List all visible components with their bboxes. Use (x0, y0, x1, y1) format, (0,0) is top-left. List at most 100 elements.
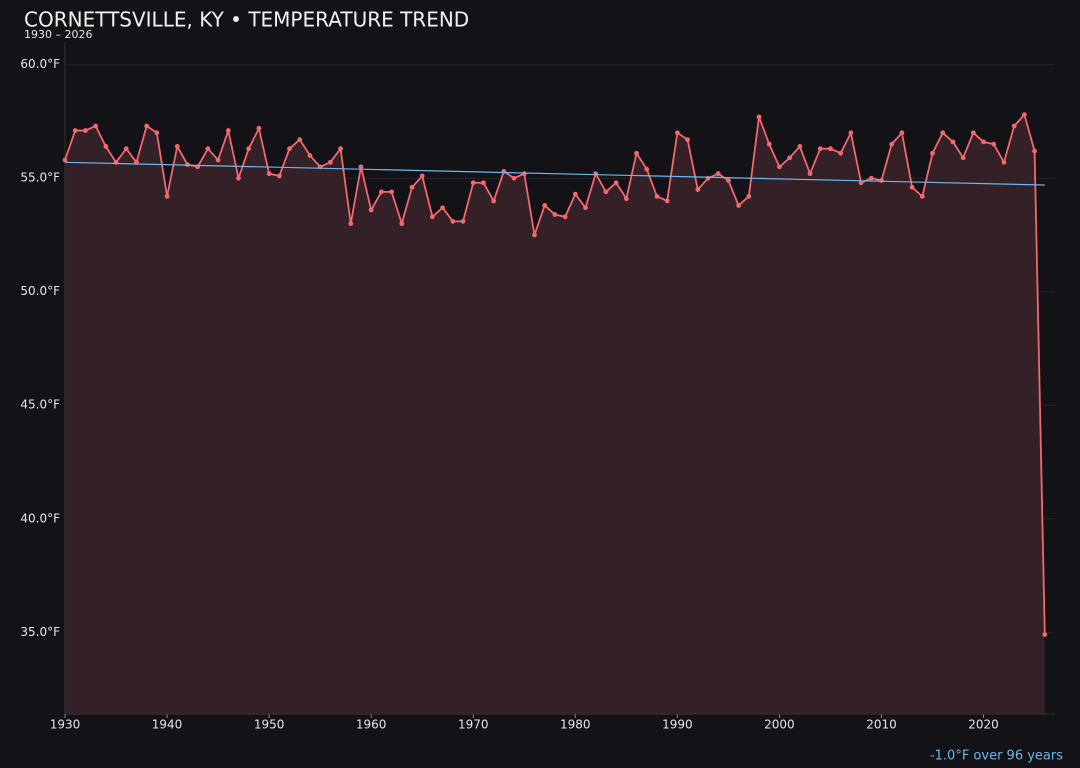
point (1042, 632, 1048, 637)
y-tick-label: 60.0°F (20, 57, 60, 71)
point (72, 128, 78, 133)
point (225, 128, 231, 133)
point (950, 139, 956, 145)
point (154, 130, 160, 136)
point (1011, 123, 1017, 129)
point (746, 193, 752, 199)
x-tick-label: 2020 (968, 718, 999, 732)
point (552, 212, 558, 217)
point (246, 146, 252, 152)
point (787, 155, 793, 161)
point (542, 203, 548, 208)
point (613, 180, 619, 186)
point (879, 178, 884, 183)
point (358, 164, 364, 170)
point (103, 144, 109, 149)
point (623, 196, 629, 202)
point (1021, 112, 1027, 118)
point (1032, 148, 1037, 154)
y-tick-label: 40.0°F (20, 511, 60, 525)
point (450, 218, 456, 224)
point (460, 218, 466, 224)
point (368, 207, 374, 213)
trend-line (64, 161, 1045, 186)
point (838, 150, 844, 156)
y-tick-label: 45.0°F (20, 398, 60, 412)
point (409, 184, 415, 190)
point (338, 146, 343, 152)
point (491, 198, 497, 204)
point (481, 180, 486, 186)
annotation: -1.0°F over 96 years (930, 749, 1063, 764)
x-tick-label: 1940 (152, 718, 183, 732)
x-tick-label: 1980 (560, 718, 591, 732)
point (266, 171, 272, 177)
point (532, 232, 537, 238)
area (65, 114, 1045, 714)
point (1001, 159, 1007, 165)
x-tick-label: 1960 (356, 718, 387, 732)
point (991, 141, 997, 147)
point (817, 146, 823, 152)
point (736, 203, 742, 208)
point (664, 198, 670, 204)
point (756, 114, 762, 120)
point (797, 144, 803, 149)
y-tick-label: 35.0°F (20, 625, 60, 639)
point (348, 221, 354, 227)
point (470, 180, 476, 186)
point (287, 146, 292, 152)
point (430, 214, 435, 220)
x-tick-label: 1970 (458, 718, 489, 732)
point (960, 155, 966, 161)
point (123, 146, 129, 152)
point (603, 189, 609, 195)
point (777, 164, 782, 170)
point (307, 153, 313, 158)
point (83, 128, 88, 133)
chart-title: CORNETTSVILLE, KY • TEMPERATURE TREND (24, 8, 469, 32)
point (685, 137, 690, 143)
point (919, 193, 925, 199)
point (583, 205, 588, 211)
point (858, 180, 864, 186)
x-tick-label: 1990 (662, 718, 693, 732)
point (93, 123, 99, 129)
point (766, 141, 772, 147)
point (695, 187, 701, 192)
point (828, 146, 833, 152)
point (981, 139, 986, 145)
x-tick-label: 2000 (764, 718, 795, 732)
point (572, 191, 578, 197)
point (205, 146, 211, 152)
point (378, 189, 384, 195)
point (634, 150, 639, 156)
point (930, 150, 935, 156)
point (715, 171, 721, 177)
point (909, 184, 915, 190)
point (215, 157, 221, 163)
point (521, 171, 527, 177)
x-tick-label: 1930 (50, 718, 81, 732)
chart-subtitle: 1930 – 2026 (24, 28, 92, 41)
point (889, 141, 895, 147)
point (970, 130, 976, 136)
point (62, 157, 68, 163)
point (144, 123, 150, 129)
point (399, 221, 405, 227)
point (297, 137, 303, 143)
point (899, 130, 905, 136)
point (848, 130, 854, 136)
point (256, 125, 262, 131)
point (327, 159, 333, 165)
point (511, 175, 517, 181)
point (644, 166, 650, 172)
point (164, 193, 170, 199)
point (726, 178, 731, 183)
y-tick-label: 50.0°F (20, 284, 60, 298)
point (593, 171, 599, 177)
point (562, 214, 568, 220)
x-tick-label: 2010 (866, 718, 897, 732)
